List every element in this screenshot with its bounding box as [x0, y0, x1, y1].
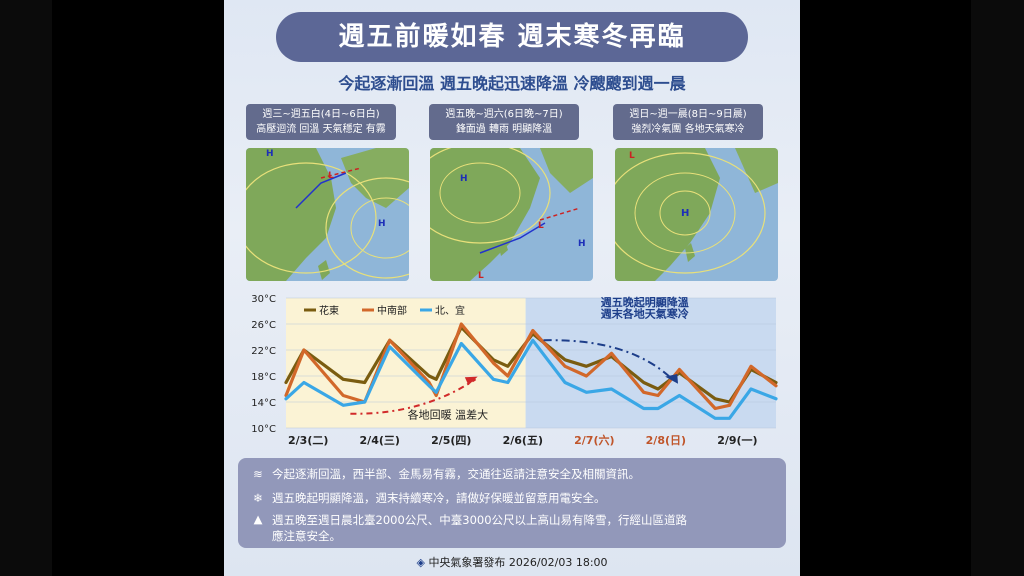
svg-text:H: H	[578, 239, 586, 249]
svg-text:L: L	[629, 151, 635, 161]
chart-annotation: 各地回暖 溫差大	[408, 407, 489, 421]
x-tick-label: 2/4(三)	[360, 434, 400, 447]
panel-period-2: 週五晚~週六(6日晚~7日)	[445, 109, 563, 120]
weather-map-2: H L H L	[430, 148, 593, 281]
mountain-icon: ▲	[253, 512, 263, 526]
notice-text-snow-1: 週五晚至週日晨北臺2000公尺、中臺3000公尺以上高山易有降雪，行經山區道路	[272, 513, 688, 527]
x-tick-label: 2/7(六)	[574, 433, 614, 447]
x-tick-label: 2/6(五)	[503, 434, 543, 447]
y-tick-label: 26°C	[251, 320, 276, 331]
main-title: 週五前暖如春 週末寒冬再臨	[276, 12, 748, 62]
panel-label-1: 週三~週五白(4日~6日白) 高壓迴流 回溫 天氣穩定 有霧	[246, 104, 396, 140]
svg-text:L: L	[478, 271, 484, 281]
cooling-trend-arrow	[543, 339, 673, 380]
weather-infographic: 週五前暖如春 週末寒冬再臨 今起逐漸回溫 週五晚起迅速降溫 冷颼颼到週一晨 週三…	[224, 0, 800, 576]
svg-text:L: L	[328, 171, 334, 181]
x-tick-label: 2/3(二)	[288, 434, 328, 447]
notice-box: ≋ 今起逐漸回溫，西半部、金馬易有霧，交通往返請注意安全及相關資訊。 ❄ 週五晚起明…	[238, 458, 786, 548]
weather-map-1: H L H	[246, 148, 409, 281]
left-letterbox	[0, 0, 52, 576]
warming-arrowhead	[464, 376, 478, 386]
legend-label: 花東	[319, 304, 339, 317]
warming-trend-arrow	[350, 378, 477, 415]
fog-icon: ≋	[253, 467, 263, 481]
notice-text-fog: 今起逐漸回溫，西半部、金馬易有霧，交通往返請注意安全及相關資訊。	[272, 467, 640, 481]
y-tick-label: 14°C	[251, 398, 276, 409]
subtitle: 今起逐漸回溫 週五晚起迅速降溫 冷颼颼到週一晨	[338, 74, 686, 93]
panel-period-1: 週三~週五白(4日~6日白)	[262, 109, 380, 120]
notice-row-fog: ≋ 今起逐漸回溫，西半部、金馬易有霧，交通往返請注意安全及相關資訊。	[250, 466, 640, 482]
temperature-chart: 30°C 26°C 22°C 18°C 14°C 10°C 2/3(二) 2/4(三) 2/5(…	[246, 290, 786, 450]
panel-desc-2: 鋒面過 轉雨 明顯降溫	[455, 124, 553, 135]
weather-map-3: H L	[615, 148, 778, 281]
svg-text:H: H	[378, 219, 386, 229]
y-tick-label: 10°C	[251, 424, 276, 435]
panel-label-3: 週日~週一晨(8日~9日晨) 強烈冷氣團 各地天氣寒冷	[613, 104, 763, 140]
y-tick-label: 30°C	[251, 294, 276, 305]
cwa-logo-icon: ◈	[416, 556, 425, 569]
right-letterbox	[971, 0, 1024, 576]
x-tick-label: 2/8(日)	[646, 434, 686, 447]
cooling-arrowhead	[665, 374, 678, 384]
footer: ◈ 中央氣象署發布 2026/02/03 18:00	[224, 554, 800, 570]
y-tick-label: 22°C	[251, 346, 276, 357]
panel-period-3: 週日~週一晨(8日~9日晨)	[629, 109, 747, 120]
svg-text:H: H	[681, 208, 689, 219]
x-tick-label: 2/9(一)	[717, 434, 757, 447]
notice-text-cold: 週五晚起明顯降溫，週末持續寒冷，請做好保暖並留意用電安全。	[272, 491, 606, 505]
temperature-chart-svg: 30°C 26°C 22°C 18°C 14°C 10°C 2/3(二) 2/4(三) 2/5(…	[251, 294, 778, 447]
snowflake-icon: ❄	[253, 491, 263, 505]
legend-label: 中南部	[377, 304, 407, 317]
chart-annotation: 週末各地天氣寒冷	[601, 307, 689, 321]
panel-desc-3: 強烈冷氣團 各地天氣寒冷	[631, 124, 745, 135]
panel-label-2: 週五晚~週六(6日晚~7日) 鋒面過 轉雨 明顯降溫	[429, 104, 579, 140]
panel-desc-1: 高壓迴流 回溫 天氣穩定 有霧	[256, 124, 386, 135]
svg-text:L: L	[538, 221, 544, 231]
notice-row-snow: ▲ 週五晚至週日晨北臺2000公尺、中臺3000公尺以上高山易有降雪，行經山區道…	[250, 512, 687, 544]
notice-text-snow-2: 應注意安全。	[272, 529, 341, 543]
x-tick-label: 2/5(四)	[431, 434, 471, 447]
svg-text:H: H	[266, 149, 274, 159]
notice-row-cold: ❄ 週五晚起明顯降溫，週末持續寒冷，請做好保暖並留意用電安全。	[250, 490, 606, 506]
legend-label: 北、宜	[435, 304, 465, 317]
footer-text: 中央氣象署發布 2026/02/03 18:00	[428, 556, 608, 569]
chart-annotation: 週五晚起明顯降溫	[601, 295, 689, 309]
y-tick-label: 18°C	[251, 372, 276, 383]
svg-text:H: H	[460, 174, 468, 184]
series-line-north_yilan	[284, 338, 778, 420]
